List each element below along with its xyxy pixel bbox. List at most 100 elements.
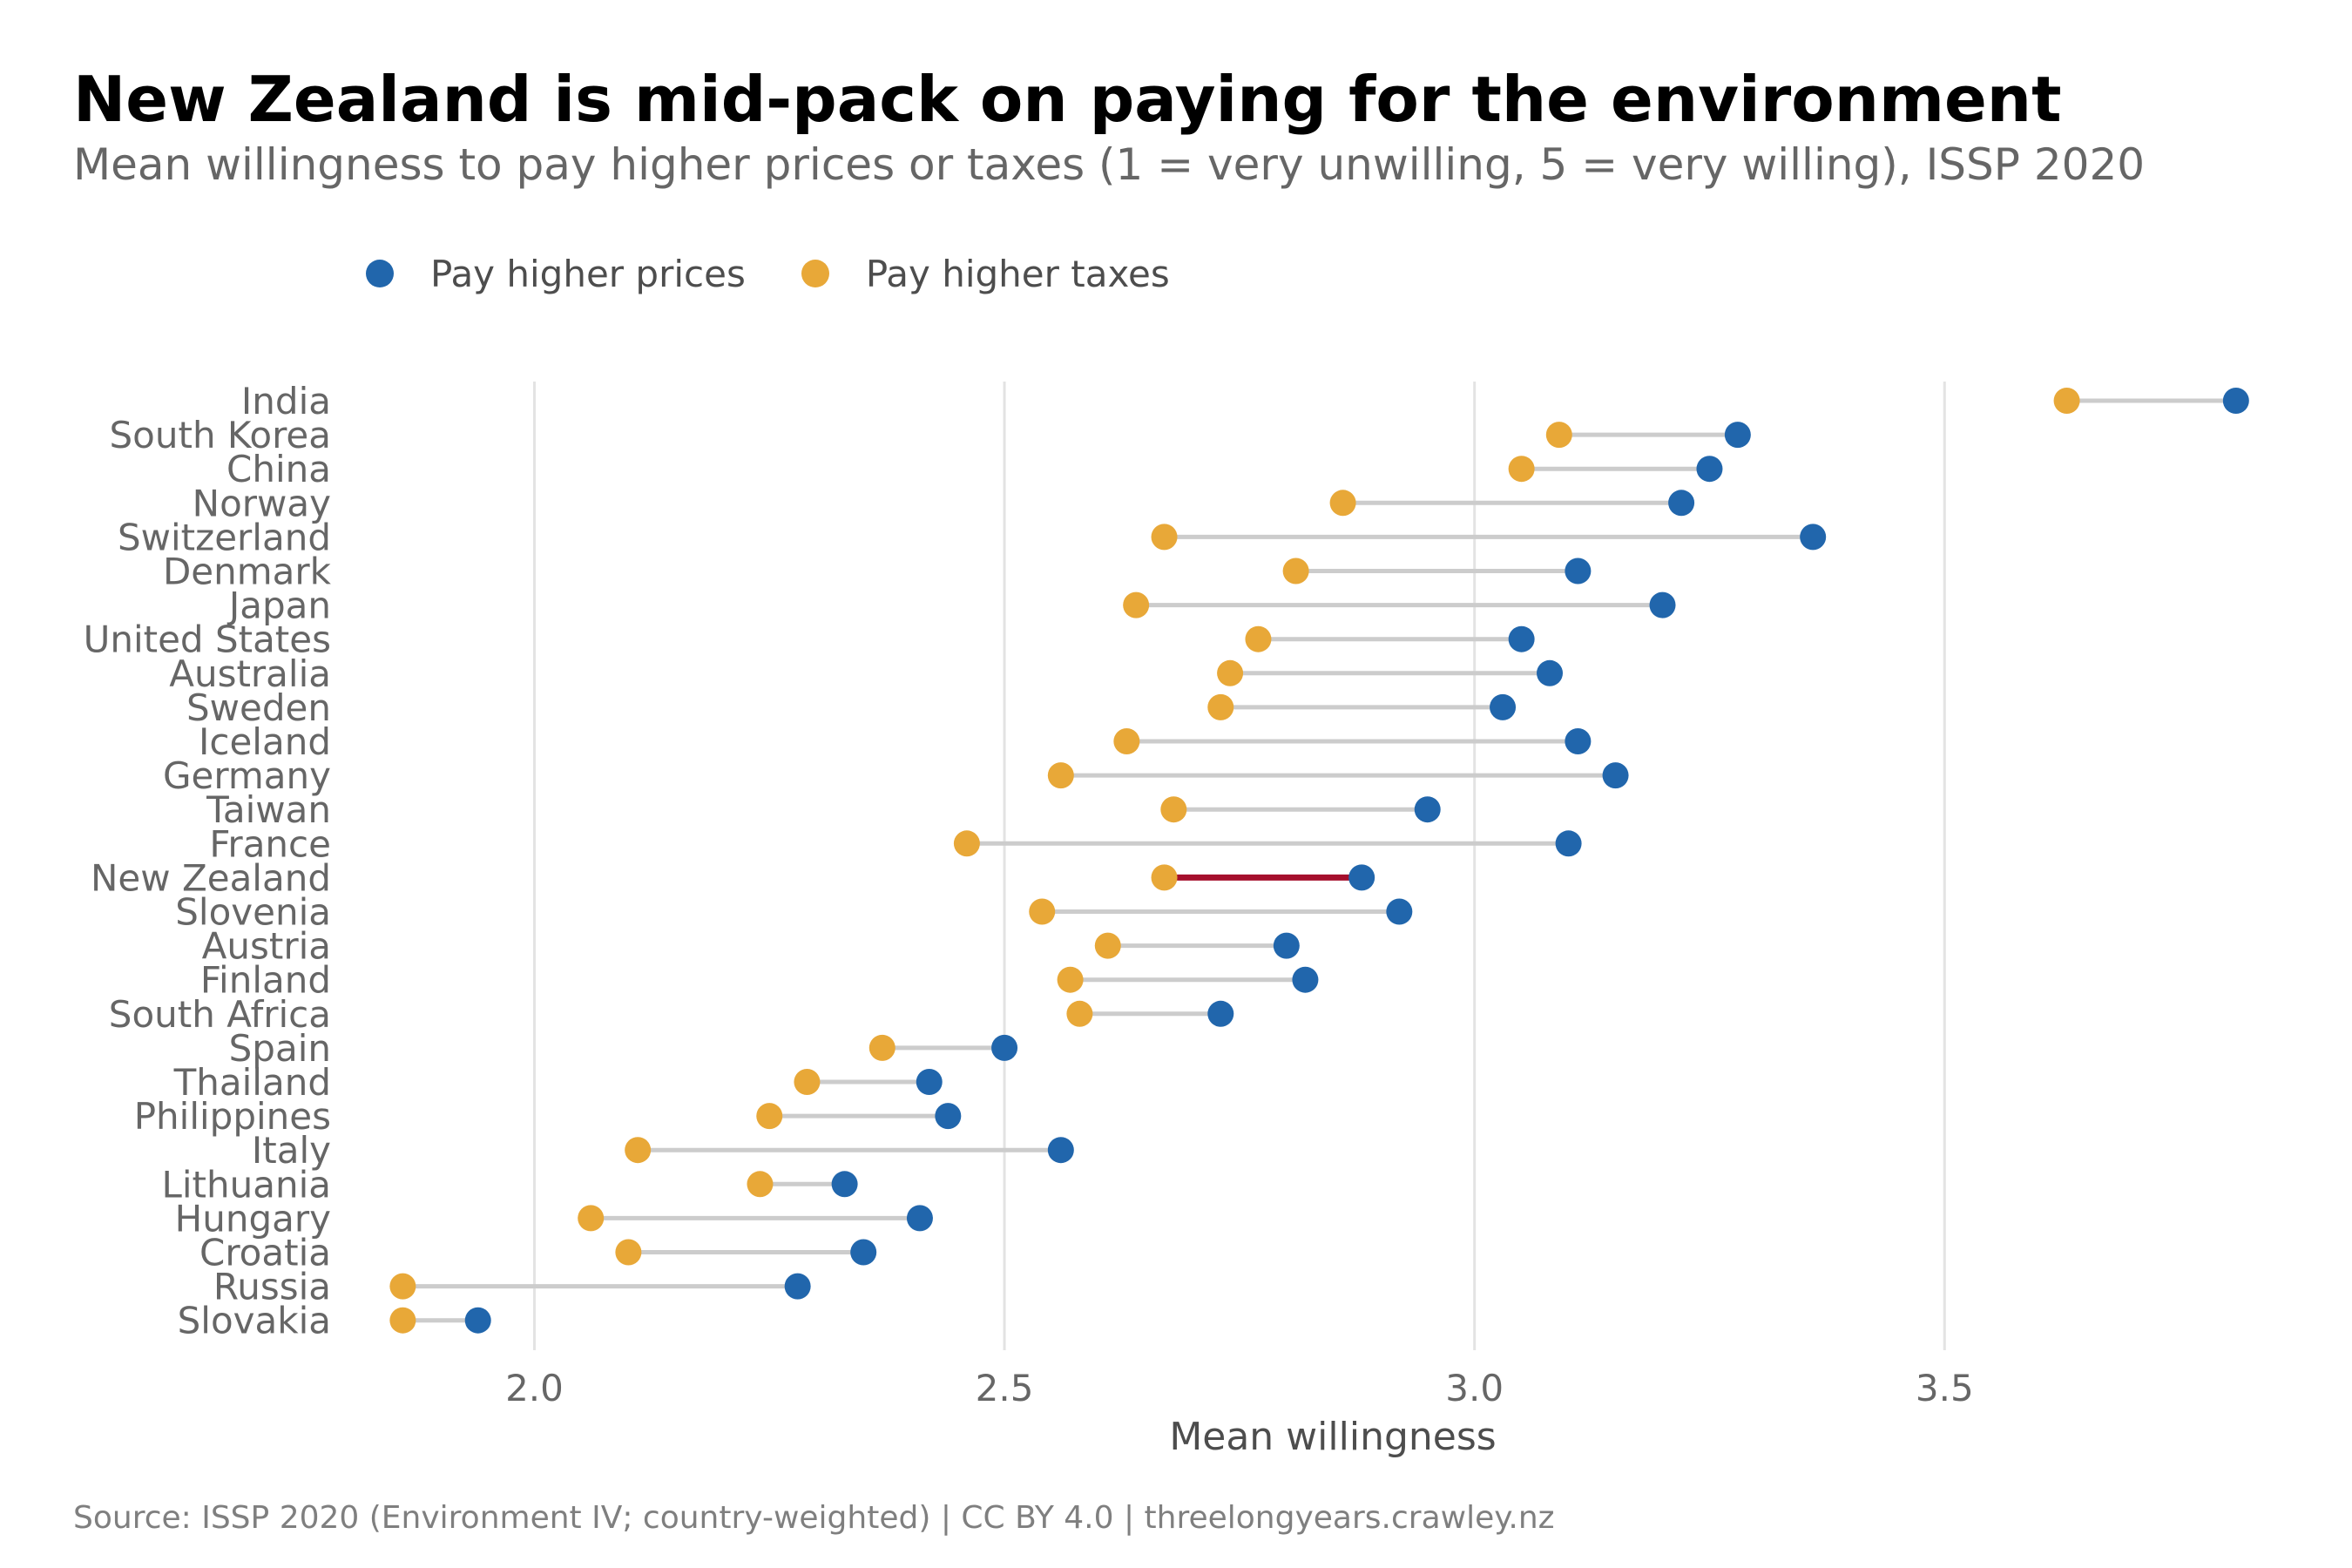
prices-point <box>906 1205 933 1232</box>
taxes-point <box>1545 422 1572 449</box>
taxes-point <box>1508 456 1535 483</box>
prices-point <box>850 1239 877 1266</box>
prices-point <box>935 1103 962 1130</box>
prices-point <box>1649 591 1676 618</box>
legend-marker-taxes <box>801 260 829 287</box>
category-label: Sweden <box>186 686 331 729</box>
taxes-point <box>1047 762 1074 789</box>
category-label: New Zealand <box>91 856 331 899</box>
taxes-point <box>625 1137 652 1164</box>
legend-label-taxes: Pay higher taxes <box>865 252 1170 295</box>
prices-point <box>1490 693 1517 720</box>
x-tick-label: 3.5 <box>1916 1367 1974 1409</box>
prices-point <box>831 1171 858 1198</box>
taxes-point <box>1207 693 1234 720</box>
taxes-point <box>1217 659 1244 686</box>
prices-point <box>1565 728 1592 754</box>
prices-point <box>784 1273 811 1300</box>
legend-label-prices: Pay higher prices <box>430 252 746 295</box>
taxes-point <box>1245 625 1272 652</box>
legend-marker-prices <box>366 260 394 287</box>
prices-point <box>2222 388 2249 414</box>
category-label: Finland <box>200 959 331 1002</box>
category-label: Thailand <box>173 1061 331 1104</box>
legend: Pay higher prices Pay higher taxes <box>366 247 1226 300</box>
category-label: Japan <box>226 585 331 627</box>
prices-point <box>1668 490 1695 517</box>
category-label: Taiwan <box>206 788 331 831</box>
category-label: Australia <box>169 652 331 695</box>
x-axis-title: Mean willingness <box>1169 1415 1496 1459</box>
category-label: Iceland <box>199 720 331 763</box>
x-tick-label: 3.0 <box>1445 1367 1504 1409</box>
taxes-point <box>747 1171 774 1198</box>
taxes-point <box>794 1069 821 1095</box>
category-label: Italy <box>252 1129 331 1172</box>
category-label: Denmark <box>163 551 332 593</box>
category-label: Switzerland <box>118 516 331 558</box>
taxes-point <box>2053 388 2080 414</box>
source-caption: Source: ISSP 2020 (Environment IV; count… <box>73 1500 1555 1536</box>
taxes-point <box>1329 490 1356 517</box>
category-label: Austria <box>202 925 331 968</box>
taxes-point <box>1160 796 1187 823</box>
prices-point <box>991 1034 1018 1061</box>
taxes-point <box>868 1034 896 1061</box>
prices-point <box>916 1069 943 1095</box>
chart-subtitle: Mean willingness to pay higher prices or… <box>73 139 2146 190</box>
category-label: United States <box>84 618 331 661</box>
category-label: Norway <box>193 482 331 524</box>
category-label: South Korea <box>110 414 331 456</box>
prices-point <box>1800 524 1827 551</box>
prices-point <box>464 1307 491 1334</box>
category-label: Spain <box>229 1027 331 1070</box>
prices-point <box>1047 1137 1074 1164</box>
prices-point <box>1273 932 1300 959</box>
prices-point <box>1348 864 1375 891</box>
taxes-point <box>953 830 980 857</box>
taxes-point <box>389 1307 416 1334</box>
prices-point <box>1207 1000 1234 1027</box>
category-label: South Africa <box>109 993 331 1036</box>
taxes-point <box>578 1205 605 1232</box>
taxes-point <box>1123 591 1150 618</box>
prices-point <box>1292 966 1319 993</box>
category-label: Germany <box>163 754 331 797</box>
legend-item-prices: Pay higher prices <box>366 253 746 295</box>
prices-point <box>1414 796 1441 823</box>
category-label: Slovenia <box>175 891 331 934</box>
taxes-point <box>1057 966 1084 993</box>
category-label: Hungary <box>175 1197 331 1240</box>
category-label: Lithuania <box>161 1163 331 1206</box>
taxes-point <box>1113 728 1140 754</box>
prices-point <box>1602 762 1629 789</box>
prices-point <box>1386 898 1413 925</box>
x-tick-label: 2.5 <box>976 1367 1034 1409</box>
prices-point <box>1537 659 1564 686</box>
category-label: Croatia <box>199 1232 331 1274</box>
taxes-point <box>389 1273 416 1300</box>
taxes-point <box>1151 864 1178 891</box>
category-label: China <box>226 448 331 490</box>
x-tick-label: 2.0 <box>505 1367 564 1409</box>
category-label: Slovakia <box>178 1300 331 1342</box>
legend-item-taxes: Pay higher taxes <box>801 253 1170 295</box>
taxes-point <box>615 1239 642 1266</box>
prices-point <box>1696 456 1723 483</box>
category-label: Russia <box>213 1266 331 1308</box>
prices-point <box>1508 625 1535 652</box>
prices-point <box>1565 558 1592 585</box>
chart-title: New Zealand is mid-pack on paying for th… <box>73 63 2062 136</box>
category-label: France <box>209 822 331 865</box>
prices-point <box>1555 830 1582 857</box>
taxes-point <box>756 1103 783 1130</box>
taxes-point <box>1094 932 1121 959</box>
prices-point <box>1724 422 1751 449</box>
taxes-point <box>1029 898 1056 925</box>
category-label: India <box>241 380 331 422</box>
taxes-point <box>1151 524 1178 551</box>
taxes-point <box>1282 558 1309 585</box>
taxes-point <box>1066 1000 1093 1027</box>
category-label: Philippines <box>134 1095 331 1138</box>
